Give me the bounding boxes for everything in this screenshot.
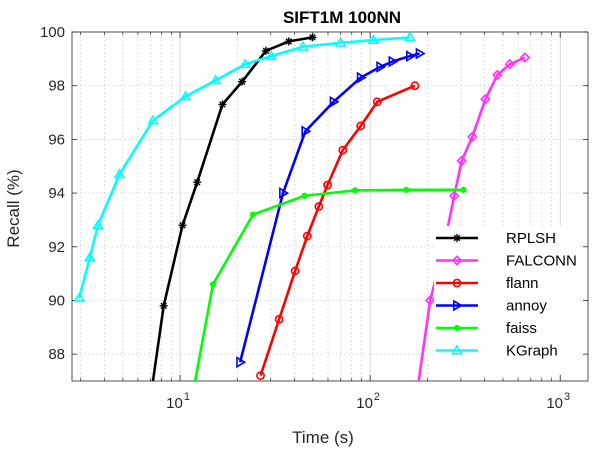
legend-item-kgraph: KGraph <box>436 343 558 360</box>
data-point-annoy <box>356 71 367 84</box>
series-rplsh <box>151 33 317 381</box>
data-point-flann <box>302 231 312 241</box>
data-point-flann <box>323 180 332 190</box>
data-point-kgraph <box>113 168 126 179</box>
data-point-rplsh <box>193 178 202 187</box>
x-tick-exponent: 1 <box>184 391 190 403</box>
series-line-flann <box>259 84 416 377</box>
data-point-kgraph <box>239 58 252 69</box>
data-point-annoy <box>279 187 290 199</box>
data-point-flann <box>356 121 366 131</box>
data-point-annoy <box>329 95 340 108</box>
legend-marker-faiss <box>453 324 461 332</box>
data-point-kgraph <box>367 33 380 45</box>
legend-label-flann: flann <box>506 275 539 292</box>
data-point-kgraph <box>147 114 159 125</box>
data-point-rplsh <box>178 221 187 230</box>
data-point-flann <box>274 314 284 324</box>
data-point-kgraph <box>73 291 86 302</box>
data-point-rplsh <box>284 37 293 46</box>
y-tick-label: 100 <box>40 24 65 41</box>
series-kgraph <box>73 31 416 302</box>
data-point-kgraph <box>179 90 192 101</box>
y-tick-label: 90 <box>48 292 65 309</box>
data-point-annoy <box>415 47 426 60</box>
data-point-annoy <box>406 50 417 63</box>
legend: RPLSH FALCONN flann annoy faiss KGraph <box>434 226 580 374</box>
legend-label-rplsh: RPLSH <box>506 230 556 247</box>
series-line-annoy <box>238 52 420 363</box>
data-point-kgraph <box>83 251 96 262</box>
series-line-kgraph <box>78 36 411 299</box>
data-point-flann <box>410 81 420 91</box>
legend-marker-falconn <box>451 255 463 266</box>
series-faiss <box>193 186 467 381</box>
legend-item-falconn: FALCONN <box>436 253 577 270</box>
y-axis-label: Recall (%) <box>4 169 23 247</box>
data-point-kgraph <box>92 219 104 230</box>
data-point-kgraph <box>404 31 416 42</box>
y-tick-label: 88 <box>48 346 65 363</box>
y-tick-label: 92 <box>48 239 65 256</box>
legend-item-annoy: annoy <box>436 298 547 315</box>
data-point-rplsh <box>261 46 270 55</box>
data-point-annoy <box>301 125 312 138</box>
y-tick-label: 96 <box>48 131 65 148</box>
y-tick-label: 98 <box>48 78 65 95</box>
x-tick-exponent: 3 <box>564 391 570 403</box>
series-annoy <box>236 47 426 369</box>
data-point-falconn <box>519 52 531 63</box>
data-point-faiss <box>209 281 217 288</box>
data-point-rplsh <box>159 301 168 310</box>
series-group <box>73 31 531 381</box>
data-point-flann <box>256 371 265 381</box>
data-point-rplsh <box>218 100 227 109</box>
data-point-flann <box>314 202 324 211</box>
data-point-annoy <box>376 61 387 73</box>
data-point-faiss <box>403 186 410 193</box>
data-point-falconn <box>504 58 516 70</box>
legend-marker-rplsh <box>453 234 461 242</box>
series-flann <box>256 81 420 381</box>
data-point-kgraph <box>209 74 222 85</box>
y-tick-label: 94 <box>48 185 65 202</box>
data-point-annoy <box>388 55 399 68</box>
data-point-kgraph <box>265 50 278 61</box>
legend-label-annoy: annoy <box>506 298 547 315</box>
legend-item-flann: flann <box>436 275 539 292</box>
data-point-faiss <box>351 187 359 194</box>
legend-label-falconn: FALCONN <box>506 253 577 270</box>
data-point-annoy <box>236 356 247 369</box>
data-point-faiss <box>460 186 467 193</box>
data-point-rplsh <box>238 77 247 86</box>
data-point-flann <box>338 145 348 155</box>
data-point-kgraph <box>297 40 309 51</box>
data-point-falconn <box>467 131 478 143</box>
data-point-rplsh <box>308 33 317 42</box>
legend-marker-flann <box>452 278 462 288</box>
legend-label-faiss: faiss <box>506 320 537 337</box>
data-point-kgraph <box>334 36 347 47</box>
legend-marker-annoy <box>453 299 464 312</box>
data-point-falconn <box>480 93 491 105</box>
legend-marker-kgraph <box>451 344 463 355</box>
chart-title: SIFT1M 100NN <box>283 8 401 27</box>
legend-label-kgraph: KGraph <box>506 343 558 360</box>
data-point-falconn <box>448 190 460 202</box>
data-point-falconn <box>424 295 436 306</box>
data-point-faiss <box>249 211 257 218</box>
legend-item-rplsh: RPLSH <box>436 230 556 247</box>
data-point-faiss <box>301 192 308 199</box>
x-tick-exponent: 2 <box>374 391 380 403</box>
legend-item-faiss: faiss <box>436 320 537 337</box>
axes-box <box>71 31 589 382</box>
data-point-flann <box>290 266 300 276</box>
data-point-flann <box>372 97 382 107</box>
data-point-falconn <box>456 155 467 167</box>
x-axis-label: Time (s) <box>292 428 354 447</box>
data-point-falconn <box>492 69 503 81</box>
